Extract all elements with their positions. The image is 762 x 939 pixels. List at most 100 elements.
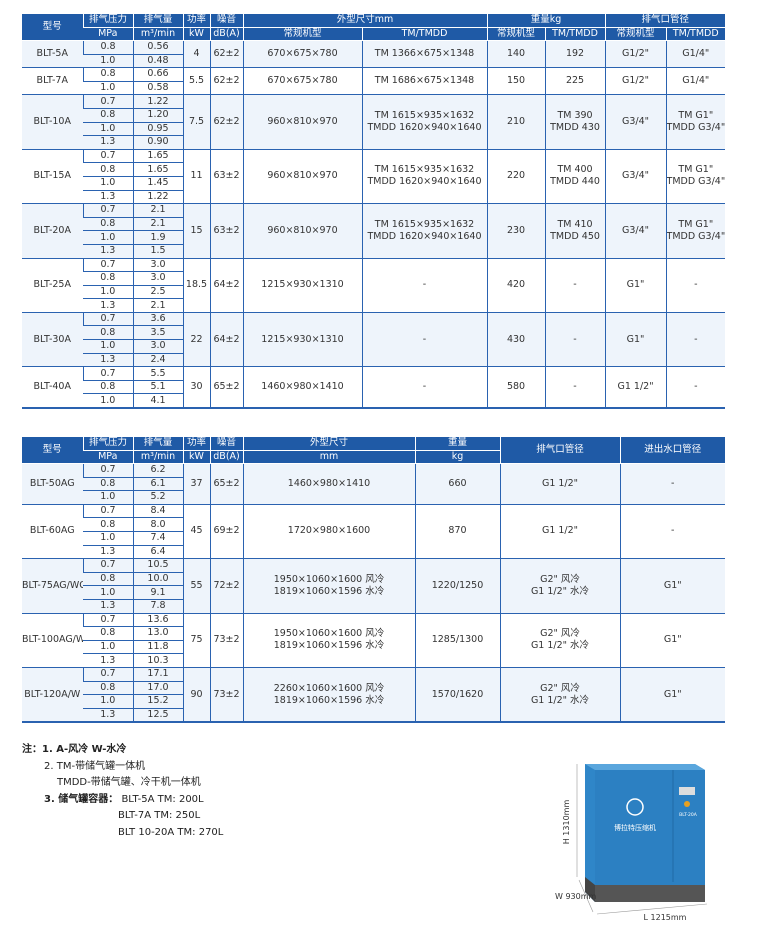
table-row: BLT-25A 0.7 3.0 18.5 64±2 1215×930×1310-420- G… [22,257,726,313]
flow-cell: 6.4 [132,545,183,559]
pipe-cell: G2" 风冷 G1 1/2" 水冷 [499,558,620,614]
flow-cell: 2.1 [132,203,183,218]
dim-cell: 960×810×970 [242,203,362,258]
db-cell: 64±2 [209,257,243,313]
table-row: 1.0 11.8 [22,640,725,655]
note-2b: TMDD-带储气罐、冷干机一体机 [57,777,201,788]
flow-cell: 3.0 [132,271,183,286]
wt-cell: 660 [414,463,500,505]
table-row: 0.8 13.0 [22,626,725,641]
pressure-cell: 1.0 [83,122,133,137]
pipe_tm-cell: - [665,366,726,409]
table-row: BLT-5A 0.8 0.56 4 62±2 670×675×780 TM 1366×675… [22,39,726,68]
pressure-cell: 1.3 [83,708,133,723]
model-group: BLT-15A 0.7 1.65 11 63±2 960×810×970 TM 1615×9… [22,148,726,204]
table-row: 1.0 3.0 [22,339,725,354]
wt-cell: 1285/1300 [414,612,500,668]
pressure-cell: 0.7 [82,203,133,218]
pressure-cell: 1.0 [83,176,133,191]
kw-cell: 75 [182,612,210,668]
kw-cell: 5.5 [182,67,210,95]
flow-cell: 2.5 [132,285,183,300]
dim-cell: 1950×1060×1600 风冷 1819×1060×1596 水冷 [242,612,415,668]
table-row: 1.3 6.4 [22,545,725,559]
db-cell: 72±2 [209,558,243,614]
kw-cell: 22 [182,311,210,367]
table-row: 0.8 5.1 [22,380,725,395]
spec-table-standard: 型号 排气压力 排气量 功率 噪音 外型尺寸mm 重量kg 排气口管径 MPa … [22,14,726,410]
table-row: 1.0 0.58 [22,81,725,95]
col-power: 功率 [182,14,210,28]
pressure-cell: 0.7 [82,366,133,381]
dim-cell: 1215×930×1310 [242,311,362,367]
table-row: 0.8 3.0 [22,271,725,286]
table-row: 1.3 0.90 [22,135,725,150]
note-3-7a: BLT-7A TM: 250L [118,810,201,821]
col-weight: 重量 [414,437,500,451]
db-cell: 63±2 [209,203,243,258]
spec-table-large: 型号 排气压力 排气量 功率 噪音 外型尺寸 重量 排气口管径 进出水口管径 M… [22,437,725,724]
table-row: 1.0 7.4 [22,531,725,546]
col-flow: 排气量 [132,14,183,28]
dim-cell: 960×810×970 [242,94,362,150]
flow-cell: 17.1 [132,666,183,682]
col-model: 型号 [22,437,83,464]
table-row: BLT-30A 0.7 3.6 22 64±2 1215×930×1310-430- G1"… [22,311,726,367]
wt_tm-cell: - [544,311,606,367]
pressure-cell: 1.3 [83,353,133,367]
pipe-cell: G1 1/2" [499,503,620,559]
flow-cell: 0.66 [132,67,183,82]
kw-cell: 4 [182,39,210,68]
pressure-cell: 0.8 [83,477,133,492]
table-row: 1.0 1.45 [22,176,725,191]
wt-cell: 1220/1250 [414,558,500,614]
model-group: BLT-5A 0.8 0.56 4 62±2 670×675×780 TM 1366×675… [22,39,726,68]
pressure-cell: 1.3 [83,545,133,559]
flow-cell: 1.45 [132,176,183,191]
flow-cell: 12.5 [132,708,183,723]
col-flow: 排气量 [132,437,183,451]
pressure-cell: 1.3 [83,298,133,313]
dim_tm-cell: TM 1615×935×1632 TMDD 1620×940×1640 [361,203,488,258]
brand-text: 博拉特压缩机 [614,823,656,832]
col-pressure: 排气压力 [82,14,133,28]
pipe_tm-cell: TM G1" TMDD G3/4" [665,94,726,150]
flow-cell: 0.90 [132,135,183,150]
flow-cell: 2.1 [132,298,183,313]
table-row: 0.8 17.0 [22,681,725,696]
pressure-cell: 0.8 [82,67,133,82]
wt-cell: 1570/1620 [414,666,500,723]
col-dimensions: 外型尺寸 [242,437,415,451]
pipe-cell: G3/4" [604,148,667,204]
water-cell: - [619,503,725,559]
model-group: BLT-20A 0.7 2.1 15 63±2 960×810×970 TM 1615×93… [22,203,726,258]
pressure-cell: 0.7 [82,503,133,519]
wt-cell: 210 [486,94,546,150]
table-row: 0.8 10.0 [22,572,725,587]
wt-cell: 420 [486,257,546,313]
dim_tm-cell: TM 1686×675×1348 [361,67,488,95]
flow-cell: 5.1 [132,380,183,395]
dim-cell: 1950×1060×1600 风冷 1819×1060×1596 水冷 [242,558,415,614]
width-label: W 930mm [555,892,597,901]
kw-cell: 18.5 [182,257,210,313]
table-row: BLT-40A 0.7 5.5 30 65±2 1460×980×1410-580- G1 … [22,366,726,409]
dim-cell: 670×675×780 [242,67,362,95]
water-cell: G1" [619,666,725,723]
flow-cell: 10.5 [132,558,183,573]
pressure-cell: 1.0 [83,531,133,546]
flow-cell: 2.1 [132,217,183,232]
flow-cell: 2.4 [132,353,183,367]
dim-cell: 2260×1060×1600 风冷 1819×1060×1596 水冷 [242,666,415,723]
flow-cell: 8.4 [132,503,183,519]
pipe_tm-cell: - [665,257,726,313]
flow-cell: 0.95 [132,122,183,137]
emergency-button-icon [684,801,690,807]
water-cell: G1" [619,558,725,614]
pipe_tm-cell: TM G1" TMDD G3/4" [665,203,726,258]
table-row: 0.8 3.5 [22,325,725,341]
kw-cell: 37 [182,463,210,505]
dim_tm-cell: - [361,257,488,313]
pressure-cell: 0.8 [83,217,133,232]
pressure-cell: 1.0 [83,339,133,354]
